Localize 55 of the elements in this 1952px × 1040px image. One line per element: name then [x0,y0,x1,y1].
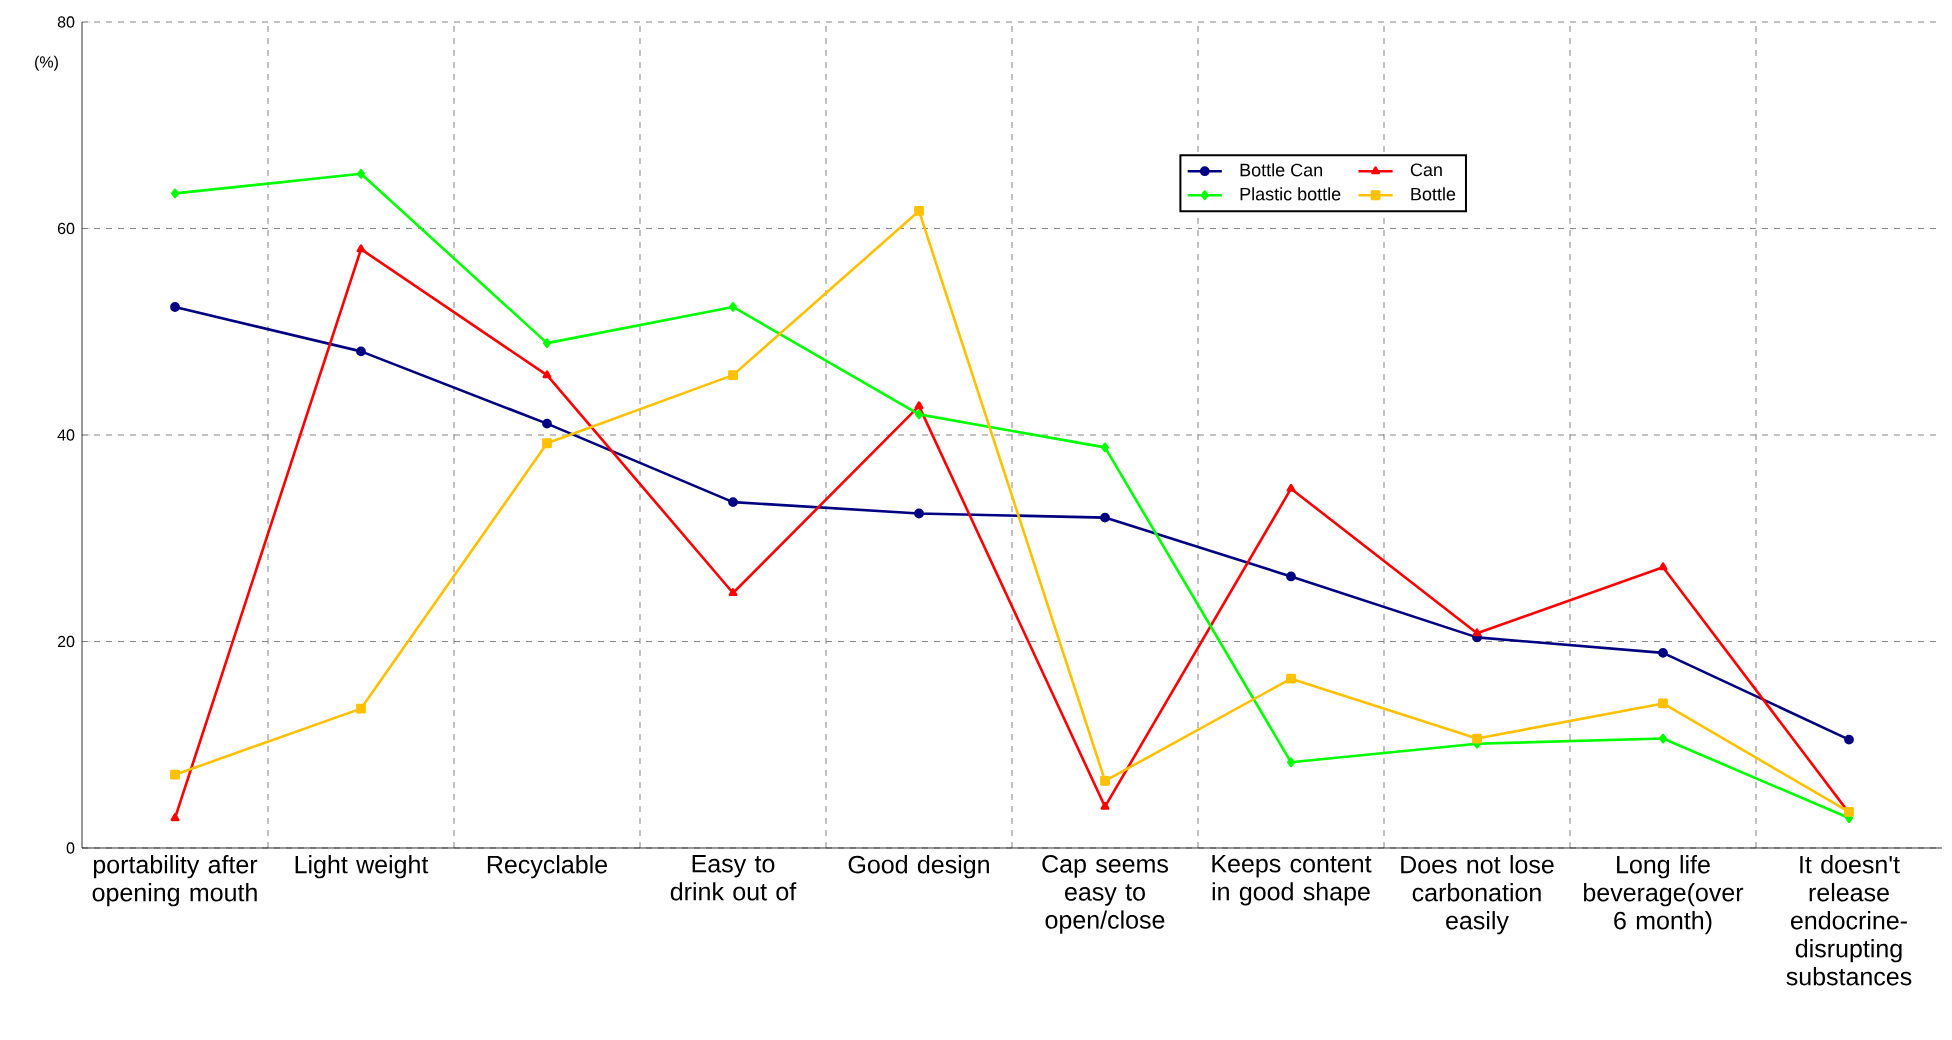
point [356,346,366,357]
point [728,588,738,597]
legend-label: Bottle Can [1240,163,1323,177]
point [357,168,366,179]
point [1286,673,1296,684]
point [1472,733,1482,744]
point [1287,757,1296,768]
point [542,438,552,449]
point [356,244,366,253]
point [542,370,552,379]
y-tick-label: 80 [57,16,75,28]
x-tick-label: portability after opening mouth [92,855,258,907]
point [729,302,738,312]
point [170,302,180,312]
x-tick-label: Keeps content in good shape [1212,855,1372,906]
point [1286,571,1296,582]
point [1658,647,1668,658]
point [543,338,552,349]
point [171,188,179,199]
point [914,401,924,410]
y-axis-title: (%) [35,55,58,71]
point [1286,483,1296,492]
y-tick-label: 20 [57,635,75,648]
point [1658,698,1668,709]
x-tick-label: Good design [848,855,989,879]
point [170,813,180,822]
y-tick-label: 60 [57,222,75,235]
x-tick-label: Light weight [295,855,429,879]
legend-label: Plastic bottle [1240,187,1341,201]
x-tick-label: It doesn't release endocrine-disrupting substances [1786,855,1912,986]
y-tick-label: 40 [57,429,75,441]
x-tick-label: Long life beverage(over 6 month) [1584,855,1744,935]
point [1100,775,1110,786]
point [1100,801,1110,810]
x-tick-label: Easy to drink out of [670,855,797,901]
legend-label: Bottle [1411,187,1456,201]
x-tick-label: Cap seems easy to open/close [1042,855,1168,934]
point [542,418,552,429]
x-tick-label: Does not lose carbonation easily [1401,855,1554,935]
point [1844,734,1854,745]
point [1659,733,1668,744]
y-tick-label: 0 [66,842,75,854]
point [914,508,924,519]
point [170,769,180,780]
point [1658,562,1668,571]
point [728,370,738,381]
point [1100,512,1110,523]
point [1472,628,1482,637]
point [728,497,738,508]
point [914,206,924,216]
point [356,703,366,714]
x-tick-label: Recyclable [487,855,608,879]
point [1101,442,1109,453]
legend-label: Can [1410,163,1442,177]
point [915,409,924,420]
